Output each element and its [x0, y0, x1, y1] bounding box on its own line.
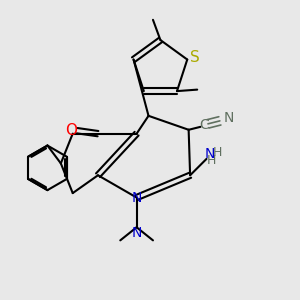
Text: N: N	[131, 226, 142, 240]
Text: N: N	[224, 112, 234, 125]
Text: C: C	[199, 118, 209, 132]
Text: N: N	[131, 190, 142, 205]
Text: N: N	[204, 147, 214, 160]
Text: O: O	[64, 123, 76, 138]
Text: H: H	[213, 146, 223, 159]
Text: H: H	[207, 154, 217, 167]
Text: S: S	[190, 50, 200, 65]
